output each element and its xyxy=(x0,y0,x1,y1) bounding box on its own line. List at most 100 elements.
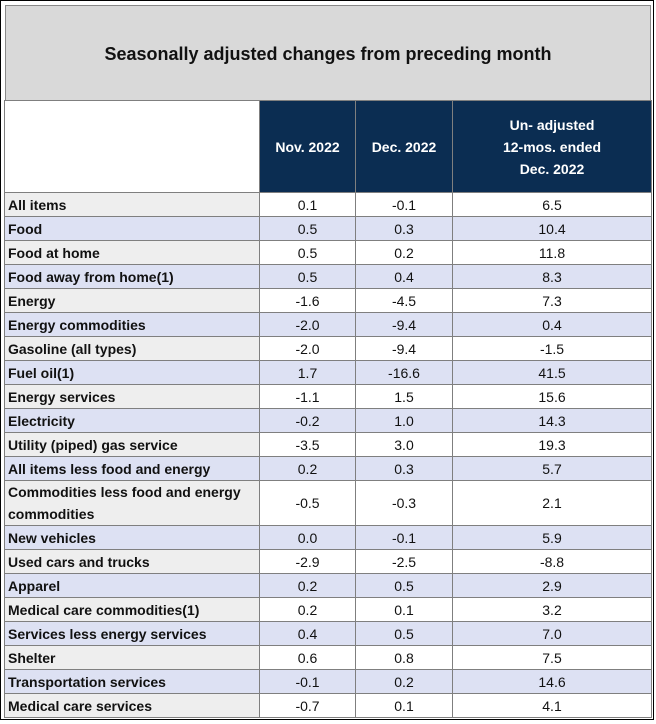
cell-dec: 0.2 xyxy=(355,669,453,694)
cell-dec: 0.5 xyxy=(355,573,453,598)
cell-unadjusted: 15.6 xyxy=(452,384,652,409)
cell-nov: -2.9 xyxy=(259,549,356,574)
row-label: Transportation services xyxy=(4,669,260,694)
table-row: Electricity -0.2 1.0 14.3 xyxy=(4,408,652,433)
cell-nov: 0.5 xyxy=(259,216,356,241)
table-row: Energy services -1.1 1.5 15.6 xyxy=(4,384,652,409)
cell-nov: -2.0 xyxy=(259,312,356,337)
cell-dec: -16.6 xyxy=(355,360,453,385)
table-title: Seasonally adjusted changes from precedi… xyxy=(5,5,651,101)
cell-dec: 1.0 xyxy=(355,408,453,433)
cell-dec: 3.0 xyxy=(355,432,453,457)
cell-nov: 0.6 xyxy=(259,645,356,670)
cell-unadjusted: 4.1 xyxy=(452,693,652,718)
cell-dec: -2.5 xyxy=(355,549,453,574)
row-label: New vehicles xyxy=(4,525,260,550)
cell-unadjusted: 14.6 xyxy=(452,669,652,694)
cell-unadjusted: 2.1 xyxy=(452,480,652,526)
table-row: Energy commodities -2.0 -9.4 0.4 xyxy=(4,312,652,337)
cell-dec: -0.1 xyxy=(355,192,453,217)
table-row: Services less energy services 0.4 0.5 7.0 xyxy=(4,621,652,646)
row-label: Food away from home(1) xyxy=(4,264,260,289)
cell-unadjusted: 3.2 xyxy=(452,597,652,622)
cell-dec: -9.4 xyxy=(355,336,453,361)
cell-dec: 0.5 xyxy=(355,621,453,646)
cell-nov: 0.1 xyxy=(259,192,356,217)
row-label: Food at home xyxy=(4,240,260,265)
table-row: Gasoline (all types) -2.0 -9.4 -1.5 xyxy=(4,336,652,361)
table-row: Food at home 0.5 0.2 11.8 xyxy=(4,240,652,265)
cell-unadjusted: 5.7 xyxy=(452,456,652,481)
row-label: Commodities less food and energy commodi… xyxy=(4,480,260,526)
cell-unadjusted: 6.5 xyxy=(452,192,652,217)
table-row: Fuel oil(1) 1.7 -16.6 41.5 xyxy=(4,360,652,385)
cpi-table: Nov. 2022 Dec. 2022 Un- adjusted 12-mos.… xyxy=(4,100,652,718)
unadjusted-line-2: 12-mos. ended xyxy=(502,138,602,155)
row-label: Medical care commodities(1) xyxy=(4,597,260,622)
unadjusted-line-3: Dec. 2022 xyxy=(519,160,585,177)
cell-nov: -0.7 xyxy=(259,693,356,718)
cell-nov: 0.0 xyxy=(259,525,356,550)
table-row: Apparel 0.2 0.5 2.9 xyxy=(4,573,652,598)
table-row: Energy -1.6 -4.5 7.3 xyxy=(4,288,652,313)
cell-nov: 1.7 xyxy=(259,360,356,385)
row-label: Energy xyxy=(4,288,260,313)
cell-dec: 0.1 xyxy=(355,693,453,718)
cell-nov: 0.5 xyxy=(259,240,356,265)
table-row: Shelter 0.6 0.8 7.5 xyxy=(4,645,652,670)
cell-dec: 1.5 xyxy=(355,384,453,409)
cell-dec: 0.4 xyxy=(355,264,453,289)
cell-unadjusted: 5.9 xyxy=(452,525,652,550)
row-label: Food xyxy=(4,216,260,241)
cell-unadjusted: 41.5 xyxy=(452,360,652,385)
row-label: Energy commodities xyxy=(4,312,260,337)
row-label: Services less energy services xyxy=(4,621,260,646)
cell-nov: 0.4 xyxy=(259,621,356,646)
table-row: Transportation services -0.1 0.2 14.6 xyxy=(4,669,652,694)
cell-nov: 0.2 xyxy=(259,573,356,598)
column-header-unadjusted: Un- adjusted 12-mos. ended Dec. 2022 xyxy=(452,100,652,193)
header-blank-cell xyxy=(4,100,260,193)
column-header-nov: Nov. 2022 xyxy=(259,100,356,193)
cell-unadjusted: 7.5 xyxy=(452,645,652,670)
cell-unadjusted: 8.3 xyxy=(452,264,652,289)
cell-nov: -1.6 xyxy=(259,288,356,313)
row-label: Utility (piped) gas service xyxy=(4,432,260,457)
cell-nov: 0.5 xyxy=(259,264,356,289)
header-row: Nov. 2022 Dec. 2022 Un- adjusted 12-mos.… xyxy=(4,100,652,193)
cell-unadjusted: 10.4 xyxy=(452,216,652,241)
cell-nov: -0.1 xyxy=(259,669,356,694)
cell-unadjusted: 2.9 xyxy=(452,573,652,598)
row-label: Medical care services xyxy=(4,693,260,718)
table-row: Used cars and trucks -2.9 -2.5 -8.8 xyxy=(4,549,652,574)
row-label: Used cars and trucks xyxy=(4,549,260,574)
cell-unadjusted: -8.8 xyxy=(452,549,652,574)
cell-unadjusted: 7.3 xyxy=(452,288,652,313)
cell-unadjusted: 11.8 xyxy=(452,240,652,265)
cell-dec: 0.8 xyxy=(355,645,453,670)
row-label: Energy services xyxy=(4,384,260,409)
cell-dec: -4.5 xyxy=(355,288,453,313)
row-label: Apparel xyxy=(4,573,260,598)
cell-unadjusted: 0.4 xyxy=(452,312,652,337)
cell-dec: -0.3 xyxy=(355,480,453,526)
table-row: Medical care services -0.7 0.1 4.1 xyxy=(4,693,652,718)
cell-dec: -9.4 xyxy=(355,312,453,337)
cell-nov: 0.2 xyxy=(259,597,356,622)
row-label: Fuel oil(1) xyxy=(4,360,260,385)
cell-dec: 0.2 xyxy=(355,240,453,265)
cell-nov: -3.5 xyxy=(259,432,356,457)
table-body: All items 0.1 -0.1 6.5 Food 0.5 0.3 10.4 Food at… xyxy=(4,192,652,718)
table-row: New vehicles 0.0 -0.1 5.9 xyxy=(4,525,652,550)
cell-dec: 0.1 xyxy=(355,597,453,622)
cell-dec: 0.3 xyxy=(355,216,453,241)
table-row: Food away from home(1) 0.5 0.4 8.3 xyxy=(4,264,652,289)
unadjusted-line-1: Un- adjusted xyxy=(509,116,595,133)
cell-nov: -0.5 xyxy=(259,480,356,526)
row-label: All items less food and energy xyxy=(4,456,260,481)
table-row: Commodities less food and energy commodi… xyxy=(4,480,652,526)
table-row: Medical care commodities(1) 0.2 0.1 3.2 xyxy=(4,597,652,622)
cell-dec: 0.3 xyxy=(355,456,453,481)
cell-unadjusted: 19.3 xyxy=(452,432,652,457)
row-label: Electricity xyxy=(4,408,260,433)
